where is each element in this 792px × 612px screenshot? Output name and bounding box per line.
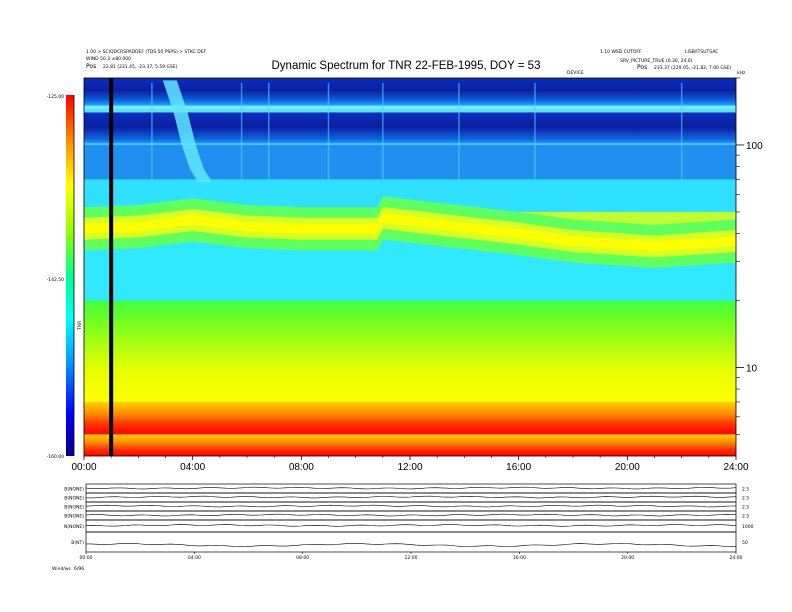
band-0 [84, 78, 736, 106]
x-tick-label-5: 20:00 [615, 462, 640, 473]
colorbar [66, 95, 74, 456]
x-tick-label-2: 08:00 [289, 462, 314, 473]
panel-trace-4 [85, 524, 737, 527]
data-gap-bar [109, 78, 114, 456]
panel-label-5: B(NT) [71, 540, 84, 546]
y-tick-label-0: 100 [746, 141, 763, 152]
panel-row-4 [85, 519, 737, 533]
header-left-pos-label: Pos [86, 63, 96, 70]
band-1 [84, 105, 736, 113]
band-3 [84, 144, 736, 180]
x-tick-label-1: 04:00 [180, 462, 205, 473]
colorbar-tick-bottom: -160.00 [47, 454, 65, 460]
header-right-pos-label: Pos [637, 64, 647, 71]
plasma-line-core [84, 213, 736, 252]
chart-title: Dynamic Spectrum for TNR 22-FEB-1995, DO… [272, 60, 541, 72]
freq-unit-label: kHz [737, 70, 746, 76]
header-center-small: DEVICE [567, 70, 584, 76]
footer-left-a: Wind/ws [52, 566, 72, 572]
band-line-top [84, 105, 736, 109]
panel-scale-3: 2.5 [742, 514, 749, 520]
panel-scale-1: 2.5 [742, 496, 749, 502]
panel-x-label-2: 08:00 [296, 555, 309, 561]
panel-row-2 [85, 501, 737, 512]
header-left-line2: WIND 50.3 ±80.000 [86, 56, 131, 62]
footer-left-b: 6/96 [74, 566, 84, 572]
panel-trace-5 [86, 543, 737, 548]
colorbar-tick-top: -125.00 [47, 94, 65, 100]
header-right-line1a: 1.10 WSD CUTOFF [600, 49, 642, 55]
panel-x-label-5: 20:00 [621, 555, 634, 561]
band-line-mid [84, 143, 736, 146]
x-tick-label-3: 12:00 [397, 462, 422, 473]
panel-label-2: B(NONE) [64, 505, 84, 511]
header-left-line1: 1.00 > SCIQDCRSPADDEF (TDS 50 PSPS) > ST… [86, 49, 207, 55]
spectrogram [84, 78, 736, 456]
panel-trace-3 [85, 513, 737, 517]
panel-scale-5: 50 [742, 540, 748, 546]
x-axis: 00:00 04:00 08:00 12:00 16:00 20:00 24:00 [71, 456, 749, 473]
panel-x-label-1: 04:00 [188, 555, 201, 561]
parameter-panels: B(NONE) 2.5 B(NONE) 2.5 B(NONE) 2.5 B(NONE) 2.5… [64, 483, 754, 561]
colorbar-tick-mid: -142.50 [47, 277, 65, 283]
panel-scale-2: 2.5 [742, 505, 749, 511]
panel-x-label-0: 00:00 [80, 555, 93, 561]
panel-row-1 [85, 492, 737, 503]
band-9 [84, 434, 736, 456]
panel-x-label-3: 12:00 [405, 555, 418, 561]
panel-x-label-6: 24:00 [730, 555, 743, 561]
header-left-pos-value: 22.81 (231.45, -23.37, 5.59 GSE) [103, 64, 178, 70]
panel-trace-0 [85, 486, 737, 490]
header-right-line1b: LISB/ITSUTSAC [685, 49, 718, 55]
band-8 [84, 401, 736, 435]
panel-label-4: N(NONE) [64, 524, 84, 530]
radio-burst [162, 80, 213, 183]
colorbar-label: TNR [77, 321, 83, 331]
x-tick-label-6: 24:00 [723, 462, 748, 473]
header-right-line2: SRV_PICTURE_TRUE (0.30, 24.0) [620, 58, 693, 64]
x-tick-label-4: 16:00 [506, 462, 531, 473]
panel-x-label-4: 16:00 [513, 555, 526, 561]
x-tick-label-0: 00:00 [71, 462, 96, 473]
panel-trace-1 [85, 495, 737, 499]
panel-scale-4: 1000 [742, 524, 754, 530]
panel-label-3: B(NONE) [64, 514, 84, 520]
band-7 [84, 300, 736, 402]
panel-scale-0: 2.5 [742, 487, 749, 493]
y-axis: 100 10 [736, 77, 763, 435]
panel-row-3 [85, 510, 737, 521]
header-right-pos-value: 233.37 (229.05, -21.82, 7.00 GSE) [654, 65, 732, 71]
y-tick-label-1: 10 [746, 363, 758, 374]
panel-trace-2 [85, 504, 737, 508]
panel-label-0: B(NONE) [64, 487, 84, 493]
panel-label-1: B(NONE) [64, 496, 84, 502]
panel-row-5 [85, 531, 737, 553]
